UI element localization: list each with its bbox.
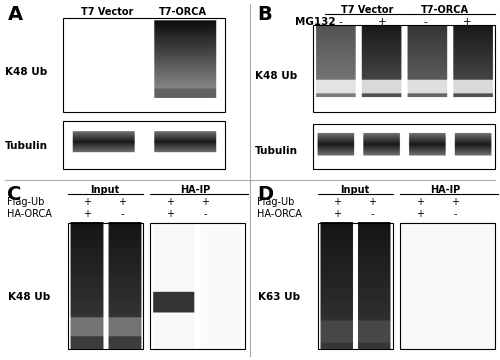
- Bar: [400, 223, 495, 349]
- Text: B: B: [258, 5, 272, 24]
- Text: T7-ORCA: T7-ORCA: [421, 5, 469, 15]
- Text: +: +: [463, 17, 472, 27]
- Bar: [68, 223, 142, 349]
- Text: MG132: MG132: [295, 17, 336, 27]
- Text: -: -: [371, 209, 374, 219]
- Text: C: C: [8, 185, 22, 204]
- Bar: [62, 121, 225, 169]
- Text: -: -: [338, 17, 342, 27]
- Bar: [312, 25, 495, 112]
- Text: +: +: [84, 197, 92, 207]
- Text: HA-IP: HA-IP: [180, 185, 210, 195]
- Text: Tubulin: Tubulin: [255, 146, 298, 156]
- Text: K63 Ub: K63 Ub: [258, 292, 300, 302]
- Text: Input: Input: [90, 185, 120, 195]
- Text: -: -: [453, 209, 457, 219]
- Text: +: +: [451, 197, 459, 207]
- Text: +: +: [166, 197, 174, 207]
- Text: Flag-Ub: Flag-Ub: [258, 197, 295, 207]
- Bar: [312, 124, 495, 169]
- Text: A: A: [8, 5, 22, 24]
- Text: +: +: [84, 209, 92, 219]
- Text: +: +: [368, 197, 376, 207]
- Text: Input: Input: [340, 185, 370, 195]
- Text: HA-IP: HA-IP: [430, 185, 460, 195]
- Text: Flag-Ub: Flag-Ub: [8, 197, 45, 207]
- Text: +: +: [416, 197, 424, 207]
- Text: +: +: [416, 209, 424, 219]
- Text: -: -: [121, 209, 124, 219]
- Text: +: +: [378, 17, 387, 27]
- Text: K48 Ub: K48 Ub: [5, 67, 47, 77]
- Bar: [62, 18, 225, 112]
- Text: -: -: [423, 17, 427, 27]
- Text: D: D: [258, 185, 274, 204]
- Bar: [318, 223, 392, 349]
- Text: K48 Ub: K48 Ub: [255, 71, 297, 81]
- Text: T7-ORCA: T7-ORCA: [158, 7, 206, 17]
- Text: +: +: [334, 197, 342, 207]
- Text: -: -: [203, 209, 207, 219]
- Bar: [150, 223, 245, 349]
- Text: T7 Vector: T7 Vector: [82, 7, 134, 17]
- Text: HA-ORCA: HA-ORCA: [8, 209, 52, 219]
- Text: HA-ORCA: HA-ORCA: [258, 209, 302, 219]
- Text: +: +: [201, 197, 209, 207]
- Text: +: +: [166, 209, 174, 219]
- Text: Tubulin: Tubulin: [5, 141, 48, 151]
- Text: T7 Vector: T7 Vector: [342, 5, 394, 15]
- Text: +: +: [334, 209, 342, 219]
- Text: +: +: [118, 197, 126, 207]
- Text: K48 Ub: K48 Ub: [8, 292, 50, 302]
